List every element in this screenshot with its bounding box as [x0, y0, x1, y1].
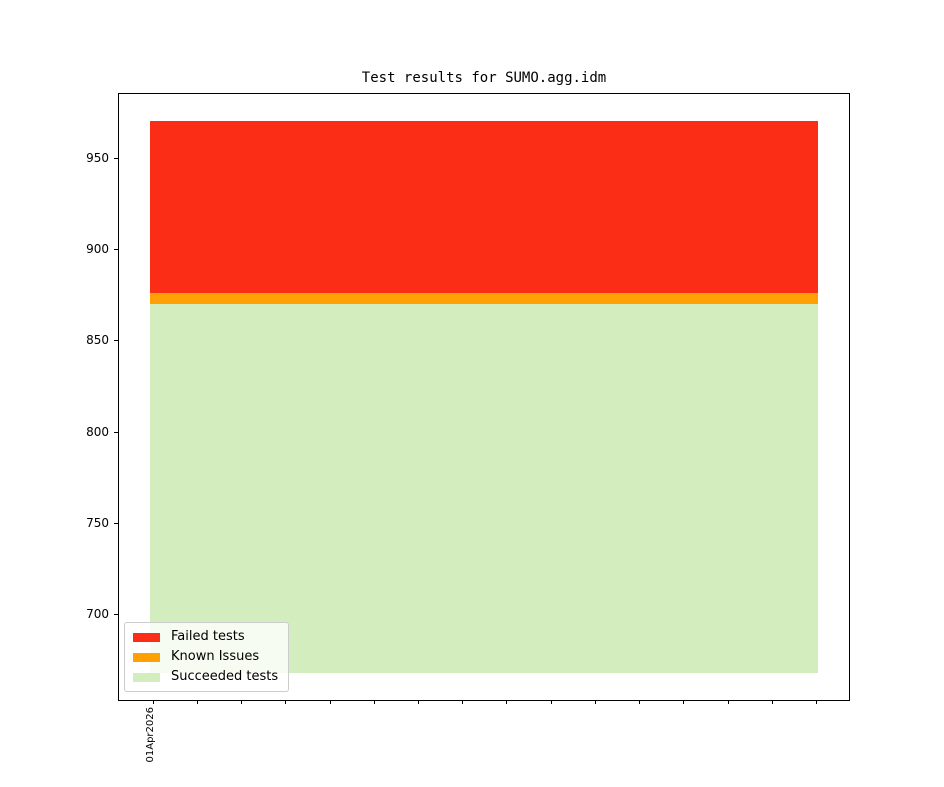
x-tick-mark [771, 700, 773, 704]
x-tick-mark [639, 700, 641, 704]
plot-area: 950 900 850 800 750 700 01Apr2026 Failed test… [86, 93, 850, 762]
legend-label: Succeeded tests [171, 669, 279, 684]
legend-swatch-succeeded-tests [133, 672, 160, 682]
legend-label: Failed tests [171, 629, 245, 644]
x-tick-mark [594, 700, 596, 704]
x-tick-mark [816, 700, 818, 704]
y-tick-mark [114, 157, 118, 159]
legend-swatch-failed-tests [133, 632, 160, 642]
x-tick-mark [329, 700, 331, 704]
legend-row: Known Issues [133, 650, 278, 664]
y-tick-label: 900 [86, 242, 109, 257]
legend-row: Failed tests [133, 630, 278, 644]
chart-title: Test results for SUMO.agg.idm [361, 70, 607, 86]
x-tick-mark [152, 700, 154, 704]
band-failed-tests [150, 121, 818, 293]
x-tick-mark [373, 700, 375, 704]
x-tick-mark [285, 700, 287, 704]
y-tick-label: 750 [86, 515, 109, 530]
y-tick-label: 850 [86, 333, 109, 348]
x-tick-mark [683, 700, 685, 704]
legend-row: Succeeded tests [133, 670, 278, 684]
y-tick-mark [114, 522, 118, 524]
x-tick-mark [418, 700, 419, 704]
x-tick-mark [462, 700, 464, 704]
x-tick-mark [241, 700, 243, 704]
x-tick-mark [196, 700, 198, 704]
y-tick-label: 800 [86, 424, 109, 439]
legend-label: Known Issues [171, 649, 260, 664]
y-tick-label: 950 [86, 150, 109, 165]
x-tick-mark [727, 700, 729, 704]
legend-swatch-known-issues [133, 652, 160, 662]
x-tick-mark [550, 700, 552, 704]
legend: Failed tests Known Issues Succeeded tests [124, 622, 290, 692]
band-known-issues [150, 292, 818, 304]
y-tick-mark [114, 249, 118, 251]
y-tick-mark [114, 431, 118, 433]
x-tick-label-date: 01Apr2026 [144, 707, 156, 763]
x-tick-mark [506, 700, 508, 704]
y-tick-mark [114, 614, 118, 616]
y-tick-mark [114, 340, 118, 342]
y-tick-label: 700 [86, 607, 109, 622]
band-succeeded-tests [150, 303, 818, 673]
